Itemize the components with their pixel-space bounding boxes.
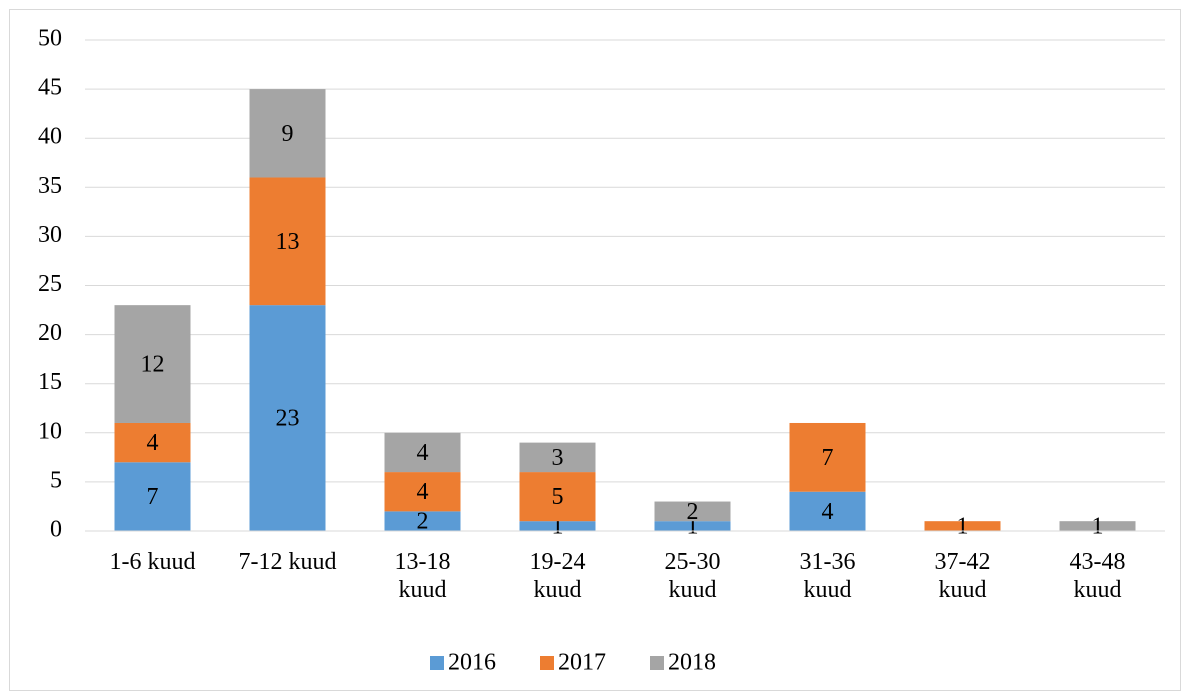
x-tick-label: 37-42 kuud: [934, 549, 991, 603]
x-tick-label: 7-12 kuud: [238, 549, 337, 575]
chart-border: [9, 9, 1181, 691]
y-tick-label: 35: [38, 173, 62, 199]
data-label: 4: [822, 499, 834, 525]
x-tick-label: 31-36 kuud: [799, 549, 856, 603]
bar-segment: [114, 422, 191, 463]
legend-label: 2016: [448, 650, 496, 676]
x-tick-label: 19-24 kuud: [529, 549, 586, 603]
bar-segment: [249, 177, 326, 306]
legend-label: 2018: [668, 650, 716, 676]
y-tick-label: 15: [38, 369, 62, 395]
y-tick-label: 10: [38, 418, 62, 444]
bar-segment: [924, 521, 1001, 531]
x-tick-label: 13-18 kuud: [394, 549, 451, 603]
bar-segment: [384, 472, 461, 512]
data-label: 2: [417, 509, 429, 535]
bar-segment: [519, 521, 596, 531]
y-tick-label: 0: [50, 517, 62, 543]
data-label: 5: [552, 484, 564, 510]
y-tick-label: 50: [38, 26, 62, 52]
legend-swatch: [650, 656, 664, 670]
data-label: 7: [147, 484, 159, 510]
bar-segment: [654, 501, 731, 522]
data-label: 4: [147, 430, 159, 456]
bar-segment: [114, 305, 191, 423]
bar-segment: [654, 521, 731, 531]
legend-swatch: [430, 656, 444, 670]
data-label: 13: [276, 229, 300, 255]
y-tick-label: 20: [38, 320, 62, 346]
data-label: 1: [957, 514, 969, 540]
data-label: 4: [417, 440, 429, 466]
bar-segment: [384, 511, 461, 531]
bar-segment: [384, 432, 461, 473]
y-tick-label: 40: [38, 124, 62, 150]
x-tick-label: 1-6 kuud: [109, 549, 196, 575]
data-label: 2: [687, 499, 699, 525]
bar-segment: [114, 462, 191, 531]
data-label: 23: [276, 406, 300, 432]
data-label: 1: [1092, 514, 1104, 540]
legend-label: 2017: [558, 650, 606, 676]
legend-swatch: [540, 656, 554, 670]
bar-segment: [519, 442, 596, 473]
y-tick-label: 45: [38, 75, 62, 101]
y-tick-label: 30: [38, 222, 62, 248]
data-label: 3: [552, 445, 564, 471]
y-tick-label: 25: [38, 271, 62, 297]
bar-segment: [249, 305, 326, 531]
x-tick-label: 25-30 kuud: [664, 549, 721, 603]
bar-segment: [519, 472, 596, 522]
bar-segment: [1059, 521, 1136, 531]
data-label: 12: [141, 352, 165, 378]
y-tick-label: 5: [50, 467, 62, 493]
bar-segment: [789, 422, 866, 492]
data-label: 9: [282, 121, 294, 147]
data-label: 7: [822, 445, 834, 471]
bar-segment: [789, 491, 866, 531]
bar-segment: [249, 89, 326, 178]
x-tick-label: 43-48 kuud: [1069, 549, 1126, 603]
data-label: 4: [417, 479, 429, 505]
